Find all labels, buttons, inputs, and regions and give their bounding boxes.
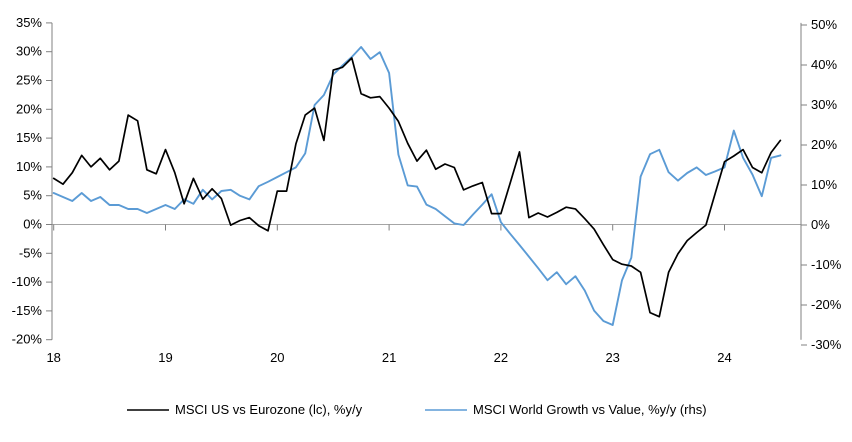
svg-text:35%: 35% bbox=[16, 15, 42, 30]
svg-text:18: 18 bbox=[46, 350, 60, 365]
svg-text:-20%: -20% bbox=[12, 332, 43, 347]
svg-text:MSCI US vs Eurozone (lc), %y/y: MSCI US vs Eurozone (lc), %y/y bbox=[175, 402, 363, 417]
svg-text:40%: 40% bbox=[811, 57, 837, 72]
svg-text:-15%: -15% bbox=[12, 303, 43, 318]
svg-text:30%: 30% bbox=[811, 97, 837, 112]
svg-text:10%: 10% bbox=[811, 177, 837, 192]
svg-text:MSCI World Growth vs Value, %y: MSCI World Growth vs Value, %y/y (rhs) bbox=[473, 402, 707, 417]
svg-text:20%: 20% bbox=[16, 101, 42, 116]
svg-text:22: 22 bbox=[494, 350, 508, 365]
svg-text:30%: 30% bbox=[16, 44, 42, 59]
svg-text:-10%: -10% bbox=[12, 274, 43, 289]
svg-text:-5%: -5% bbox=[19, 245, 43, 260]
svg-text:50%: 50% bbox=[811, 17, 837, 32]
svg-text:23: 23 bbox=[605, 350, 619, 365]
svg-text:-30%: -30% bbox=[811, 337, 842, 352]
svg-text:21: 21 bbox=[382, 350, 396, 365]
svg-text:0%: 0% bbox=[23, 217, 42, 232]
svg-text:-10%: -10% bbox=[811, 257, 842, 272]
svg-text:-20%: -20% bbox=[811, 297, 842, 312]
svg-text:25%: 25% bbox=[16, 73, 42, 88]
svg-text:20%: 20% bbox=[811, 137, 837, 152]
svg-text:24: 24 bbox=[717, 350, 731, 365]
svg-text:19: 19 bbox=[158, 350, 172, 365]
svg-text:0%: 0% bbox=[811, 217, 830, 232]
svg-text:15%: 15% bbox=[16, 130, 42, 145]
svg-text:10%: 10% bbox=[16, 159, 42, 174]
svg-text:5%: 5% bbox=[23, 188, 42, 203]
svg-text:20: 20 bbox=[270, 350, 284, 365]
